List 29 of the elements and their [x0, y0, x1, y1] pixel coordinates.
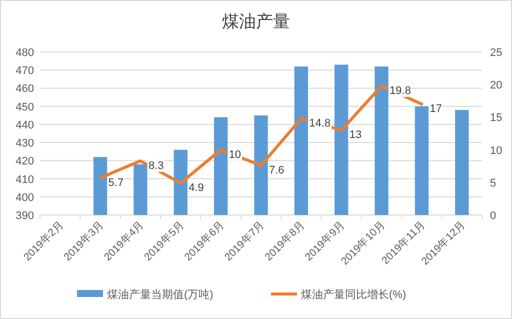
data-label: 5.7 — [108, 176, 124, 189]
y2-tick-label: 0 — [490, 210, 496, 222]
data-label: 13 — [349, 129, 362, 142]
y2-tick-label: 10 — [490, 144, 502, 157]
y-tick-label: 430 — [16, 138, 34, 150]
legend-label: 煤油产量同比增长(%) — [301, 288, 406, 301]
y2-tick-label: 5 — [490, 177, 496, 190]
y-tick-label: 460 — [16, 83, 34, 96]
y2-tick-label: 20 — [490, 80, 502, 92]
data-label: 8.3 — [148, 160, 164, 172]
y2-tick-label: 25 — [490, 47, 502, 59]
data-label: 17 — [430, 103, 442, 116]
legend-label: 煤油产量当期值(万吨) — [107, 288, 214, 301]
y2-tick-label: 15 — [490, 112, 502, 124]
y-tick-label: 450 — [16, 101, 34, 114]
data-label: 14.8 — [309, 118, 331, 130]
line-series — [98, 84, 424, 185]
data-label: 10 — [228, 148, 242, 161]
y-tick-label: 470 — [16, 65, 34, 78]
y-tick-label: 440 — [16, 119, 34, 132]
data-label: 7.6 — [269, 164, 284, 176]
y-tick-label: 400 — [16, 192, 34, 204]
data-label: 19.8 — [390, 84, 411, 97]
y-tick-label: 480 — [16, 47, 34, 59]
y-tick-label: 390 — [16, 210, 34, 222]
y-tick-label: 420 — [16, 156, 34, 168]
chart-title: 煤油产量 — [222, 12, 290, 31]
y-tick-label: 410 — [16, 174, 34, 186]
data-label: 4.9 — [188, 182, 204, 194]
